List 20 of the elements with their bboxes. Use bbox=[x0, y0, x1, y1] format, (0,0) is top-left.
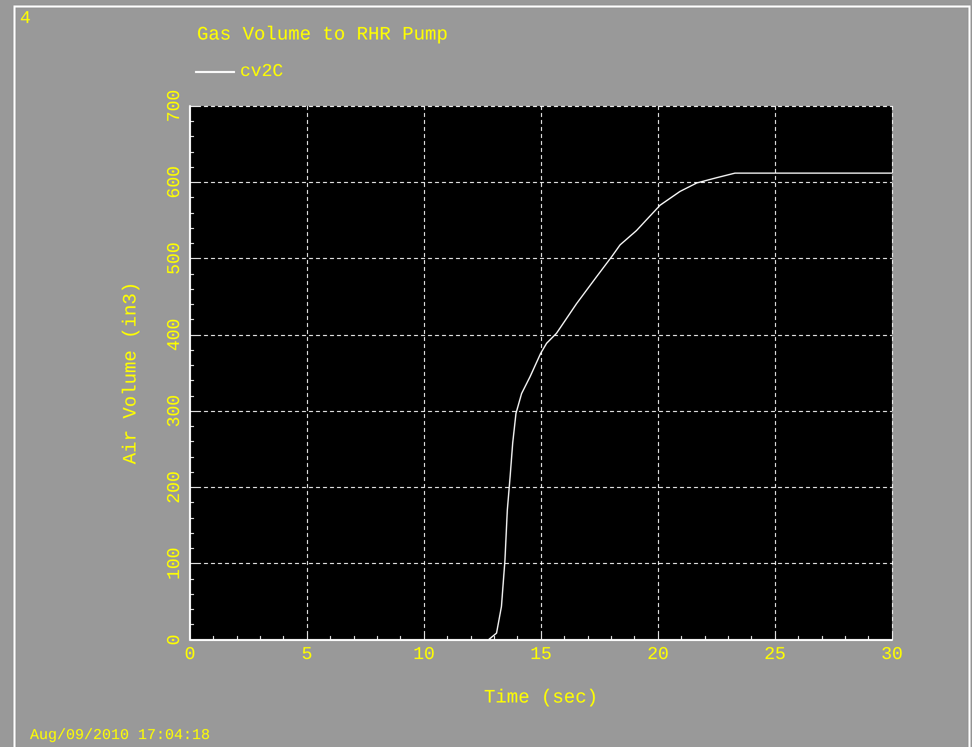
x-axis-title: Time (sec) bbox=[484, 686, 598, 708]
x-tick-label: 20 bbox=[647, 645, 669, 665]
x-tick-label: 5 bbox=[302, 645, 312, 665]
y-axis-title: Air Volume (in3) bbox=[120, 282, 142, 464]
x-tick-label: 10 bbox=[413, 645, 435, 665]
y-tick-label: 300 bbox=[165, 394, 185, 428]
legend-label: cv2C bbox=[240, 62, 284, 82]
y-tick-label: 700 bbox=[165, 90, 185, 122]
y-tick-label: 500 bbox=[165, 242, 185, 275]
y-tick-label: 100 bbox=[165, 548, 185, 580]
x-tick-label: 25 bbox=[764, 645, 786, 665]
y-tick-label: 200 bbox=[165, 471, 185, 504]
text: Aug/09/2010 17:04:18 bbox=[30, 727, 210, 744]
text: 4 bbox=[20, 9, 31, 29]
x-tick-label: 30 bbox=[881, 645, 903, 665]
y-tick-label: 0 bbox=[165, 634, 185, 646]
y-tick-label: 600 bbox=[165, 166, 185, 198]
y-tick-label: 400 bbox=[165, 318, 185, 352]
x-tick-label: 15 bbox=[530, 645, 552, 665]
chart-title: Gas Volume to RHR Pump bbox=[197, 24, 448, 46]
